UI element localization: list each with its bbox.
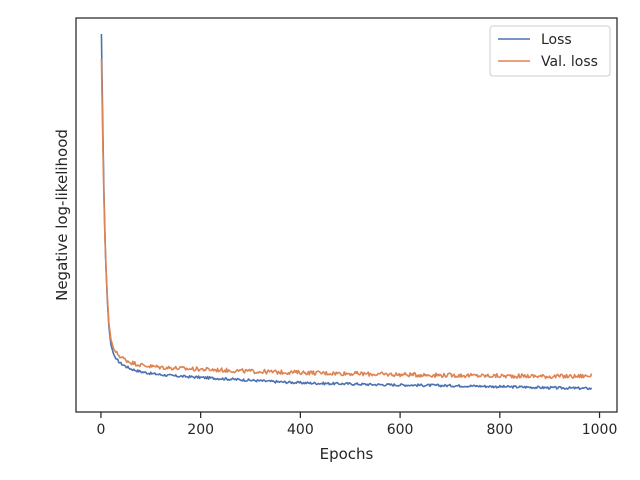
x-tick-label: 800	[486, 422, 513, 438]
y-axis-label: Negative log-likelihood	[53, 129, 71, 301]
x-tick-label: 1000	[582, 422, 618, 438]
x-tick-label: 200	[187, 422, 214, 438]
x-axis-label: Epochs	[320, 445, 374, 463]
series-line-loss	[100, 33, 593, 391]
series-line-val-loss	[100, 58, 593, 380]
x-tick-label: 400	[287, 422, 314, 438]
x-tick-label: 0	[96, 422, 105, 438]
x-axis: 0 200 400 600 800 1000	[96, 412, 617, 438]
legend-label-val-loss: Val. loss	[541, 54, 598, 70]
legend: Loss Val. loss	[489, 25, 611, 77]
series-layer	[100, 33, 593, 391]
plot-frame	[75, 17, 618, 413]
x-tick-label: 600	[387, 422, 414, 438]
legend-label-loss: Loss	[541, 32, 572, 48]
